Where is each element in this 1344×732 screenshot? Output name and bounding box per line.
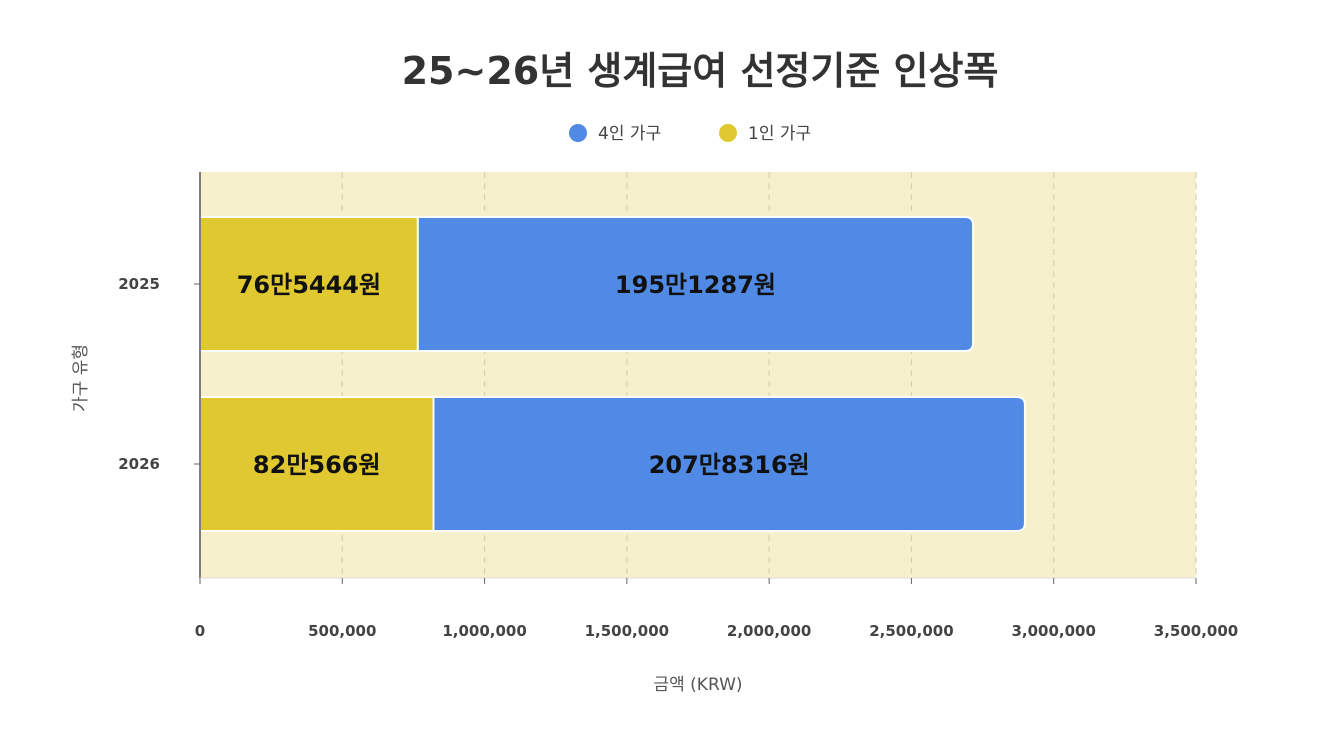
x-tick-label-3: 1,500,000 xyxy=(585,622,669,640)
bar-2026-series-1[interactable] xyxy=(432,396,1026,532)
bar-label-2025-series-0: 76만5444원 xyxy=(237,271,381,299)
x-tick-label-7: 3,500,000 xyxy=(1154,622,1238,640)
legend-label-0[interactable]: 4인 가구 xyxy=(598,124,661,144)
bar-2025-series-1[interactable] xyxy=(416,216,975,352)
bar-label-2025-series-1: 195만1287원 xyxy=(615,271,776,299)
legend-swatch-0[interactable] xyxy=(569,124,587,142)
x-tick-label-4: 2,000,000 xyxy=(727,622,811,640)
x-tick-label-2: 1,000,000 xyxy=(442,622,526,640)
x-axis-title: 금액 (KRW) xyxy=(653,675,742,695)
x-tick-label-0: 0 xyxy=(195,622,205,640)
y-axis-title: 가구 유형 xyxy=(71,344,91,412)
y-tick-label-2025: 2025 xyxy=(118,275,160,293)
legend-swatch-1[interactable] xyxy=(719,124,737,142)
chart-title: 25~26년 생계급여 선정기준 인상폭 xyxy=(401,49,999,93)
x-tick-label-6: 3,000,000 xyxy=(1011,622,1095,640)
x-tick-label-1: 500,000 xyxy=(308,622,376,640)
legend-label-1[interactable]: 1인 가구 xyxy=(748,124,811,144)
bar-label-2026-series-0: 82만566원 xyxy=(253,451,381,479)
x-tick-label-5: 2,500,000 xyxy=(869,622,953,640)
y-tick-label-2026: 2026 xyxy=(118,455,160,473)
bar-label-2026-series-1: 207만8316원 xyxy=(649,451,810,479)
